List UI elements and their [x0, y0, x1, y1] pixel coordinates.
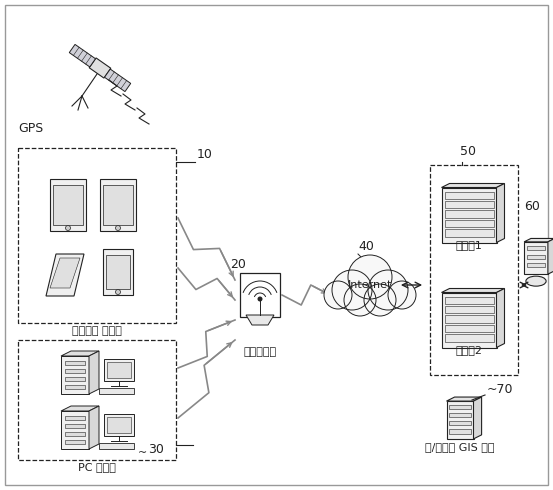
Bar: [61, 356, 89, 394]
Text: 웹서버2: 웹서버2: [456, 345, 483, 355]
Text: GPS: GPS: [18, 122, 43, 135]
Text: 10: 10: [197, 148, 213, 161]
Bar: [53, 185, 83, 225]
Polygon shape: [61, 406, 99, 411]
Polygon shape: [524, 239, 553, 242]
Polygon shape: [46, 254, 84, 296]
Circle shape: [116, 290, 121, 294]
Bar: [103, 249, 133, 295]
Bar: [526, 255, 545, 259]
Circle shape: [258, 296, 263, 301]
Bar: [524, 242, 548, 274]
Bar: [526, 246, 545, 250]
Bar: [107, 417, 131, 433]
Polygon shape: [50, 258, 80, 288]
Bar: [61, 411, 89, 449]
Circle shape: [116, 225, 121, 230]
Text: 웹서버1: 웹서버1: [456, 240, 482, 250]
Circle shape: [332, 270, 372, 310]
Bar: [445, 220, 493, 227]
Bar: [99, 388, 134, 394]
Bar: [65, 424, 85, 428]
Polygon shape: [446, 397, 482, 401]
Bar: [441, 293, 497, 347]
Text: 20: 20: [230, 258, 246, 271]
Text: ~: ~: [138, 448, 147, 458]
Text: ~70: ~70: [487, 383, 514, 396]
Polygon shape: [497, 289, 504, 347]
Bar: [445, 296, 493, 304]
Polygon shape: [497, 183, 504, 243]
Bar: [100, 179, 136, 231]
Bar: [65, 377, 85, 381]
Polygon shape: [69, 45, 96, 67]
Bar: [107, 362, 131, 378]
Bar: [445, 325, 493, 332]
FancyBboxPatch shape: [89, 58, 111, 78]
Bar: [445, 334, 493, 342]
Bar: [104, 414, 134, 436]
Bar: [445, 315, 493, 323]
Circle shape: [368, 270, 408, 310]
Bar: [441, 188, 497, 243]
Text: 웹/모바일 GIS 서비: 웹/모바일 GIS 서비: [425, 442, 495, 452]
Text: 스마트폰 사용자: 스마트폰 사용자: [72, 326, 122, 336]
Bar: [449, 413, 471, 417]
Bar: [106, 255, 130, 289]
Polygon shape: [548, 239, 553, 274]
Bar: [65, 385, 85, 389]
Circle shape: [348, 255, 392, 299]
Bar: [18, 148, 176, 323]
Bar: [65, 416, 85, 420]
Ellipse shape: [526, 276, 546, 286]
Text: Internet: Internet: [348, 280, 392, 290]
Polygon shape: [105, 69, 131, 92]
Bar: [445, 201, 493, 208]
Bar: [446, 401, 473, 439]
Circle shape: [344, 284, 376, 316]
Bar: [526, 263, 545, 268]
Bar: [65, 361, 85, 365]
Bar: [445, 229, 493, 237]
Text: PC 사용자: PC 사용자: [78, 462, 116, 472]
Polygon shape: [473, 397, 482, 439]
Text: 무선중계기: 무선중계기: [243, 347, 276, 357]
Bar: [104, 359, 134, 381]
Bar: [445, 306, 493, 313]
Bar: [103, 185, 133, 225]
Bar: [99, 443, 134, 449]
Polygon shape: [89, 406, 99, 449]
Bar: [240, 273, 280, 317]
Bar: [445, 210, 493, 218]
Circle shape: [65, 225, 70, 230]
Polygon shape: [441, 289, 504, 293]
Polygon shape: [61, 351, 99, 356]
Text: 60: 60: [524, 200, 540, 213]
Text: 30: 30: [148, 443, 164, 456]
Polygon shape: [246, 315, 274, 325]
Circle shape: [324, 281, 352, 309]
Circle shape: [364, 284, 396, 316]
Bar: [449, 405, 471, 409]
Circle shape: [388, 281, 416, 309]
Bar: [449, 429, 471, 434]
Bar: [445, 192, 493, 199]
Bar: [65, 432, 85, 436]
Text: 40: 40: [358, 240, 374, 253]
Bar: [430, 165, 518, 375]
Text: 50: 50: [460, 145, 476, 158]
Bar: [18, 340, 176, 460]
Bar: [50, 179, 86, 231]
Bar: [65, 440, 85, 444]
Bar: [449, 421, 471, 425]
Bar: [65, 369, 85, 373]
Polygon shape: [441, 183, 504, 188]
Polygon shape: [89, 351, 99, 394]
